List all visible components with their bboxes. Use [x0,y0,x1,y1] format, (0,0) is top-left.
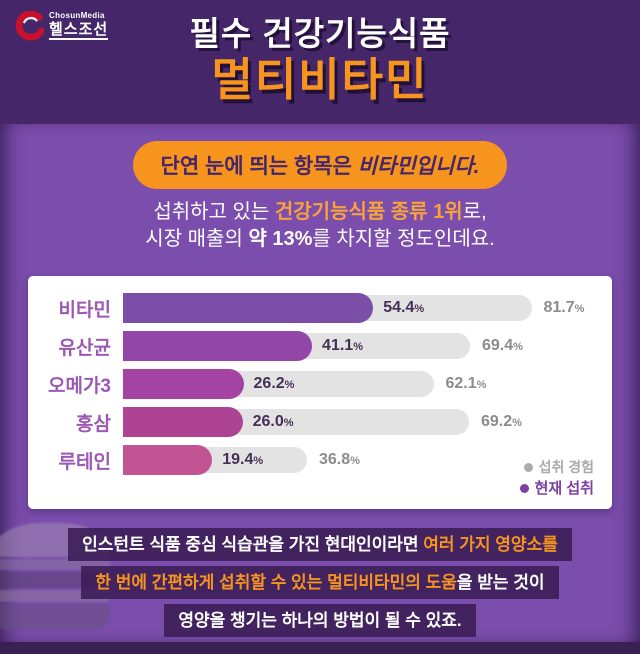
chart-rows: 비타민 54.4% 81.7% 유산균 41.1% 69.4% 오메가3 26.2% 62.1%… [28,289,612,479]
page-title-line2: 멀티비타민 [211,54,429,105]
experience-value: 81.7% [543,299,585,316]
footer-box-1: 인스턴트 식품 중심 식습관을 가진 현대인이라면 여러 가지 영양소를 [68,528,572,561]
brand-logo: ChosunMedia 헬스조선 [14,11,109,41]
footer-line1-highlight: 여러 가지 영양소를 [423,535,558,554]
chart-row: 루테인 19.4% 36.8% [28,441,612,479]
experience-value: 36.8% [319,451,360,468]
legend-item-experience: 섭취 경험 [520,457,594,478]
experience-value: 69.4% [482,337,523,354]
headline-badge-emphasis: 비타민입니다. [357,155,480,178]
chart-bar-area: 26.2% 62.1% [123,365,612,403]
footer-line3-text: 영양을 챙기는 하나의 방법이 될 수 있죠. [178,611,462,630]
percent-sign: % [512,417,522,429]
chart-category-label: 비타민 [58,299,111,321]
current-intake-value: 54.4% [383,299,425,316]
footer-line1-prefix: 인스턴트 식품 중심 식습관을 가진 현대인이라면 [82,535,424,554]
chart-category-label: 오메가3 [47,375,111,397]
percent-sign: % [353,341,363,353]
percent-sign: % [513,341,523,353]
chart-row: 오메가3 26.2% 62.1% [28,365,612,403]
current-intake-bar [123,369,244,399]
legend-dot-purple-icon [519,484,529,493]
footer-line-2: 한 번에 간편하게 섭취할 수 있는 멀티비타민의 도움을 받는 것이 [0,566,640,599]
chart-row: 홍삼 26.0% 69.2% [28,403,612,441]
legend-dot-gray-icon [523,463,533,472]
chart-category-label: 홍삼 [76,413,111,435]
chart-bar-area: 26.0% 69.2% [123,403,612,441]
percent-sign: % [414,303,425,315]
legend-item-current: 현재 섭취 [519,478,594,499]
page-title-line1: 필수 건강기능식품 [189,15,451,52]
experience-value: 62.1% [445,375,487,392]
footer-box-2: 한 번에 간편하게 섭취할 수 있는 멀티비타민의 도움을 받는 것이 [81,566,559,599]
bar-chart-card: 비타민 54.4% 81.7% 유산균 41.1% 69.4% 오메가3 26.2% 62.1%… [28,276,612,509]
chart-category-label: 유산균 [58,337,111,359]
footer-line-1: 인스턴트 식품 중심 식습관을 가진 현대인이라면 여러 가지 영양소를 [0,528,640,561]
headline-badge: 단연 눈에 띄는 항목은 비타민입니다. [132,141,508,189]
intro-line-2: 시장 매출의 약 13%를 차지할 정도인데요. [0,226,640,253]
footer-box-3: 영양을 챙기는 하나의 방법이 될 수 있죠. [164,604,476,637]
chart-bar-area: 54.4% 81.7% [123,289,612,327]
percent-sign: % [253,455,264,467]
percent-sign: % [476,379,487,391]
current-intake-bar [123,293,374,323]
chosun-swoosh-icon [14,11,44,41]
chart-row: 유산균 41.1% 69.4% [28,327,612,365]
percent-sign: % [574,303,585,315]
footer-line2-highlight: 한 번에 간편하게 섭취할 수 있는 멀티비타민의 도움 [95,573,457,592]
current-intake-bar [123,445,213,475]
current-intake-value: 19.4% [222,451,264,468]
footer-line2-suffix: 을 받는 것이 [456,573,545,592]
footer-line-3: 영양을 챙기는 하나의 방법이 될 수 있죠. [0,604,640,637]
percent-sign: % [283,417,294,429]
bottom-strip [0,642,640,654]
intro-line-1: 섭취하고 있는 건강기능식품 종류 1위로, [0,199,640,226]
brand-name-main: 헬스조선 [49,21,109,40]
current-intake-value: 41.1% [322,337,363,354]
intro-line1-prefix: 섭취하고 있는 [153,201,275,223]
intro-line2-suffix: 를 차지할 정도인데요. [312,228,495,250]
footer-text-block: 인스턴트 식품 중심 식습관을 가진 현대인이라면 여러 가지 영양소를 한 번… [0,528,640,637]
intro-line2-prefix: 시장 매출의 [145,228,249,250]
burger-bun-bottom [0,604,110,630]
burger-lettuce [0,559,110,570]
chart-category-label: 루테인 [58,451,111,473]
content-panel: 단연 눈에 띄는 항목은 비타민입니다. 섭취하고 있는 건강기능식품 종류 1… [0,124,640,642]
intro-line1-suffix: 로, [462,201,487,223]
legend-label-experience: 섭취 경험 [538,459,594,475]
chart-row: 비타민 54.4% 81.7% [28,289,612,327]
brand-logo-text: ChosunMedia 헬스조선 [49,11,109,40]
headline-badge-prefix: 단연 눈에 띄는 항목은 [160,155,358,178]
percent-sign: % [350,455,360,467]
current-intake-bar [123,407,243,437]
current-intake-value: 26.2% [253,375,295,392]
intro-line1-highlight: 건강기능식품 종류 1위 [274,201,463,223]
legend-label-current: 현재 섭취 [534,480,594,497]
current-intake-value: 26.0% [252,413,294,430]
intro-line2-emphasis: 약 13% [248,228,313,250]
title-block: 필수 건강기능식품 멀티비타민 [0,0,640,105]
brand-name-small: ChosunMedia [49,11,105,20]
current-intake-bar [123,331,313,361]
chart-legend: 섭취 경험 현재 섭취 [519,457,594,499]
chart-bar-area: 19.4% 36.8% [123,441,612,479]
intro-text: 섭취하고 있는 건강기능식품 종류 1위로, 시장 매출의 약 13%를 차지할… [0,199,640,253]
header: ChosunMedia 헬스조선 필수 건강기능식품 멀티비타민 [0,0,640,124]
percent-sign: % [284,379,295,391]
experience-value: 69.2% [481,413,522,430]
chart-bar-area: 41.1% 69.4% [123,327,612,365]
